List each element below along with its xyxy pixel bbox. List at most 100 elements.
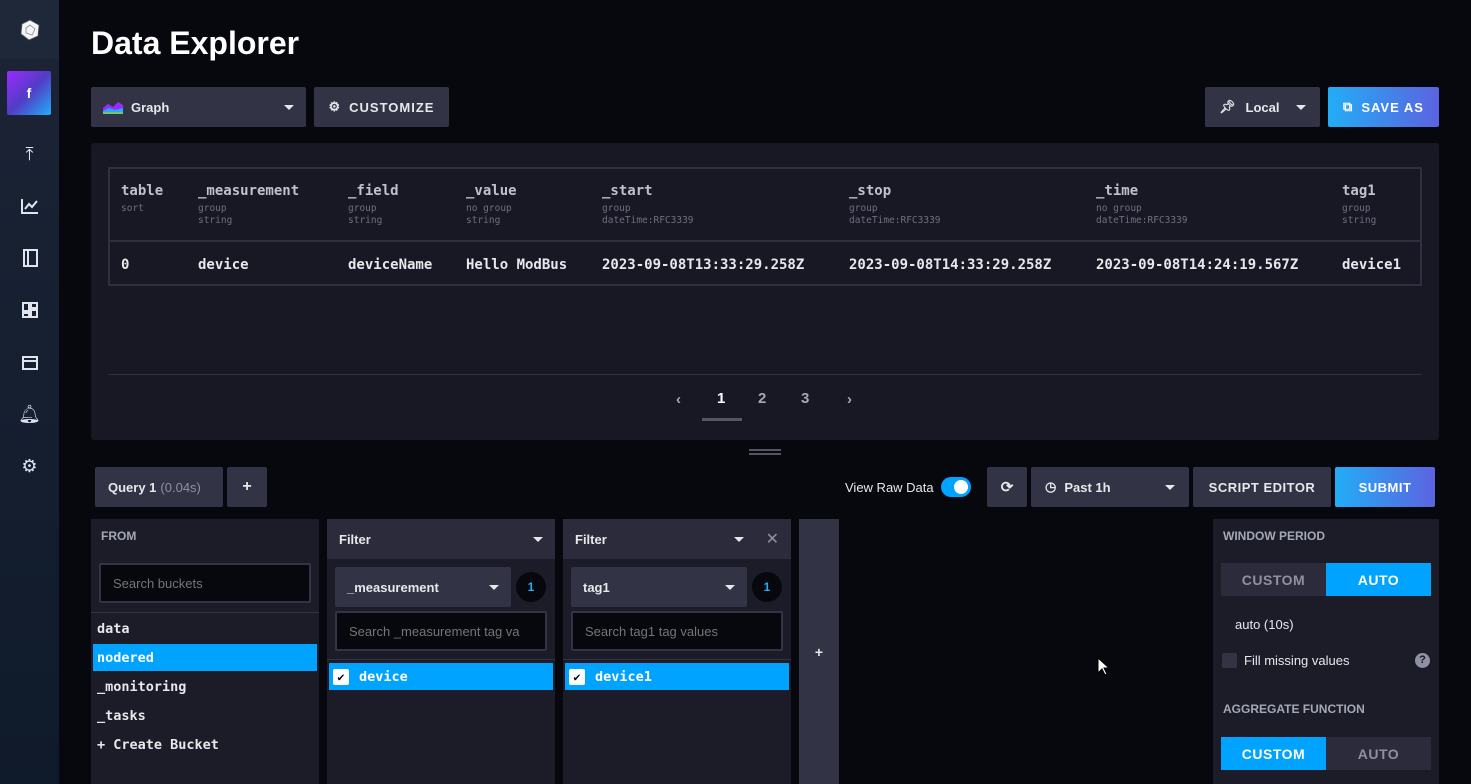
column-header-time[interactable]: _time no group dateTime:RFC3339 [1096,183,1188,227]
page-2[interactable]: 2 [758,390,767,407]
filter-key-dropdown[interactable]: tag1 [571,567,747,607]
window-period-label: WINDOW PERIOD [1223,529,1325,543]
filter-function-dropdown[interactable]: Filter ✕ [563,519,791,559]
graph-type-icon [103,102,123,114]
column-header-tag1[interactable]: tag1 group string [1342,183,1376,227]
add-filter-button[interactable]: + [799,519,839,784]
resize-handle[interactable] [749,449,781,455]
column-meta: group [1342,203,1371,214]
from-panel: FROM data nodered _monitoring _tasks + C… [91,519,319,784]
visualization-type-label: Graph [131,99,170,115]
gear-icon: ⚙ [328,99,342,114]
column-name: _stop [849,183,892,199]
bucket-tasks[interactable]: _tasks [97,707,146,724]
timezone-dropdown[interactable]: 📌︎ Local [1205,87,1320,127]
filter-function-dropdown[interactable]: Filter [327,519,555,559]
prev-page-button[interactable]: ‹ [676,391,681,408]
add-query-button[interactable]: + [227,467,267,507]
window-auto-button[interactable]: AUTO [1326,563,1431,596]
filter-panel-1: Filter _measurement 1 ✔device [327,519,555,784]
bucket-nodered[interactable]: nodered [93,644,317,671]
window-custom-button[interactable]: CUSTOM [1221,563,1326,596]
time-range-dropdown[interactable]: ◷ Past 1h [1031,467,1189,507]
visualization-type-dropdown[interactable]: Graph [91,87,306,127]
column-meta: group [348,203,377,214]
search-buckets-input[interactable] [99,563,311,603]
table-cell: 2023-09-08T14:33:29.258Z [849,257,1052,273]
divider [563,659,791,660]
aggregate-options-panel: WINDOW PERIOD CUSTOM AUTO auto (10s) Fil… [1213,519,1439,784]
column-meta: string [1342,215,1377,226]
column-header-measurement[interactable]: _measurement group string [198,183,299,227]
from-title: FROM [101,529,137,543]
sidebar [0,0,59,784]
alerts-bell-icon[interactable]: 🔔︎ [18,403,41,424]
next-page-button[interactable]: › [847,391,852,408]
clock-icon: ◷ [1045,479,1057,494]
selected-count-badge: 1 [752,572,782,602]
chevron-down-icon [533,536,543,542]
settings-gear-icon[interactable]: ⚙ [21,455,38,476]
column-name: tag1 [1342,183,1376,199]
divider [91,612,319,613]
aggregate-auto-button[interactable]: AUTO [1326,737,1431,770]
tag-value-item[interactable]: ✔ device1 [565,663,789,690]
pin-icon: 📌︎ [1219,99,1236,114]
table-cell: 2023-09-08T13:33:29.258Z [602,257,805,273]
column-meta: dateTime:RFC3339 [849,215,941,226]
fill-missing-checkbox[interactable] [1222,653,1237,668]
view-raw-data-toggle[interactable] [941,477,971,497]
column-name: _start [602,183,653,199]
checkbox-checked-icon: ✔ [569,668,585,685]
column-header-value[interactable]: _value no group string [466,183,517,227]
chevron-down-icon [284,104,294,110]
script-editor-button[interactable]: SCRIPT EDITOR [1193,467,1331,507]
raw-data-table: table sort _measurement group string _field gr… [108,167,1422,286]
page-title: Data Explorer [91,25,300,61]
notebook-icon[interactable] [0,243,59,273]
customize-button[interactable]: ⚙ CUSTOMIZE [314,87,449,127]
results-panel [91,143,1439,440]
save-as-button[interactable]: ⧉ SAVE AS [1328,87,1439,127]
chevron-down-icon [1296,104,1306,110]
query-tab[interactable]: Query 1 (0.04s) [95,467,223,507]
current-page-indicator [702,418,742,421]
tasks-calendar-icon[interactable] [0,347,59,377]
upload-icon[interactable]: ⤒ [25,143,34,164]
page-3[interactable]: 3 [801,390,810,407]
tag-value-item[interactable]: ✔ device [329,663,553,690]
tag-values-search-input[interactable] [571,611,783,651]
column-meta: string [198,215,233,226]
divider [108,374,1422,375]
influxdb-logo[interactable] [0,0,59,59]
help-icon[interactable]: ? [1415,653,1430,668]
remove-filter-close-icon[interactable]: ✕ [765,531,779,548]
dashboards-icon[interactable] [0,295,59,325]
submit-button[interactable]: SUBMIT [1335,467,1435,507]
bucket-monitoring[interactable]: _monitoring [97,678,187,695]
auto-window-value: auto (10s) [1235,617,1294,632]
refresh-button[interactable]: ⟳ [987,467,1027,507]
chevron-down-icon [733,536,744,542]
page-1[interactable]: 1 [717,390,726,407]
table-cell: 0 [121,257,130,273]
filter-key-dropdown[interactable]: _measurement [335,567,511,607]
bucket-data[interactable]: data [97,620,130,637]
org-avatar[interactable]: f [7,71,51,115]
aggregate-custom-button[interactable]: CUSTOM [1221,737,1326,770]
column-meta: sort [121,203,144,214]
export-icon: ⧉ [1343,99,1354,114]
column-meta: no group [466,203,512,214]
chevron-down-icon [1165,484,1175,490]
tag-values-search-input[interactable] [335,611,547,651]
filter-panel-2: Filter✕ tag1 1 ✔device1 [563,519,791,784]
graph-icon[interactable] [0,191,59,221]
column-header-field[interactable]: _field group string [348,183,399,227]
column-meta: group [849,203,878,214]
column-header-table[interactable]: table sort [121,183,163,215]
column-header-start[interactable]: _start group dateTime:RFC3339 [602,183,694,227]
column-name: _value [466,183,517,199]
create-bucket-link[interactable]: + Create Bucket [97,736,219,753]
checkbox-checked-icon: ✔ [333,668,349,685]
